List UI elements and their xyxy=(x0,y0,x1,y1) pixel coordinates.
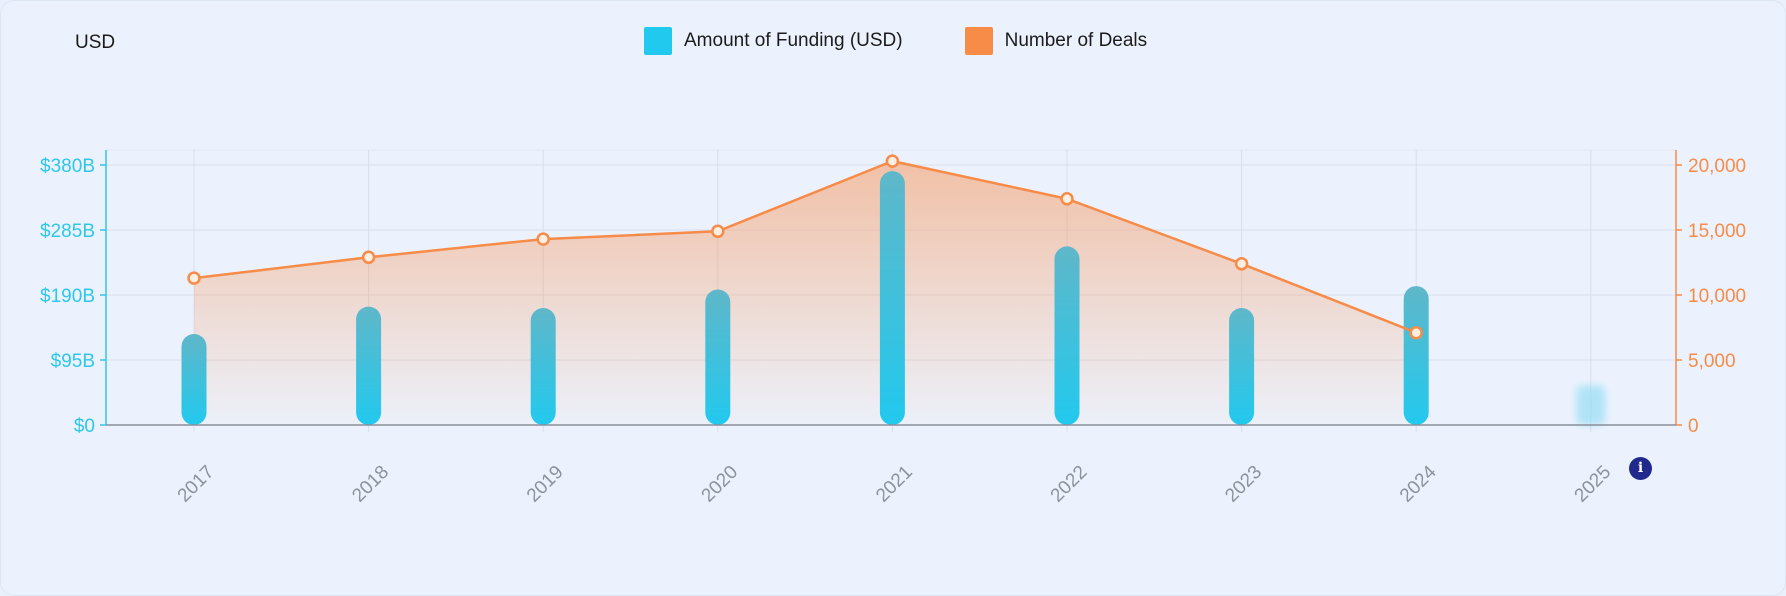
left-tick-label: $95B xyxy=(51,351,95,372)
deals-point-2021 xyxy=(885,154,900,168)
deals-point-2024 xyxy=(1409,325,1423,340)
x-tick-label: 2021 xyxy=(872,462,917,507)
left-tick-label: $0 xyxy=(74,416,95,437)
right-tick-label: 20,000 xyxy=(1688,156,1746,177)
x-tick-label: 2020 xyxy=(698,462,743,507)
right-tick-label: 5,000 xyxy=(1688,351,1736,372)
x-tick-label: 2022 xyxy=(1047,462,1092,507)
funding-bar-2017 xyxy=(181,334,207,425)
x-tick-label: 2017 xyxy=(174,462,219,507)
deals-point-2017 xyxy=(187,271,201,285)
funding-bar-2025 xyxy=(1576,385,1606,425)
x-tick-label: 2023 xyxy=(1221,462,1266,507)
legend-swatch-funding xyxy=(644,27,672,55)
funding-bar-2020 xyxy=(705,289,731,425)
deals-point-2018 xyxy=(361,250,376,265)
info-icon[interactable]: i xyxy=(1629,457,1652,480)
funding-bar-2019 xyxy=(530,308,556,425)
legend-label-funding: Amount of Funding (USD) xyxy=(684,30,903,51)
deals-point-2023 xyxy=(1234,257,1249,271)
funding-bar-2021 xyxy=(879,171,905,425)
left-tick-label: $190B xyxy=(40,286,95,307)
deals-point-2022 xyxy=(1060,192,1074,206)
left-tick-label: $285B xyxy=(40,221,95,242)
deals-line xyxy=(193,159,1417,334)
funding-bar-2022 xyxy=(1054,246,1080,425)
deals-area xyxy=(194,161,1417,425)
x-tick-label: 2025 xyxy=(1571,462,1616,507)
legend-swatch-deals xyxy=(964,27,993,55)
currency-label: USD xyxy=(75,32,116,53)
funding-bar-2018 xyxy=(356,306,382,425)
legend-item-deals[interactable]: Number of Deals xyxy=(964,27,1148,55)
right-tick-label: 10,000 xyxy=(1688,286,1746,307)
x-tick-label: 2018 xyxy=(348,462,393,507)
deals-point-2019 xyxy=(536,232,550,246)
left-tick-label: $380B xyxy=(40,156,95,177)
x-tick-label: 2019 xyxy=(523,462,568,507)
right-tick-label: 15,000 xyxy=(1688,221,1746,242)
legend: Amount of Funding (USD) Number of Deals xyxy=(644,27,1209,55)
right-tick-label: 0 xyxy=(1688,416,1699,437)
funding-bar-2024 xyxy=(1403,286,1429,425)
funding-bar-2023 xyxy=(1229,308,1255,425)
deals-point-2020 xyxy=(711,224,725,239)
legend-label-deals: Number of Deals xyxy=(1004,30,1148,51)
x-tick-label: 2024 xyxy=(1396,461,1441,506)
legend-item-funding[interactable]: Amount of Funding (USD) xyxy=(644,27,903,55)
